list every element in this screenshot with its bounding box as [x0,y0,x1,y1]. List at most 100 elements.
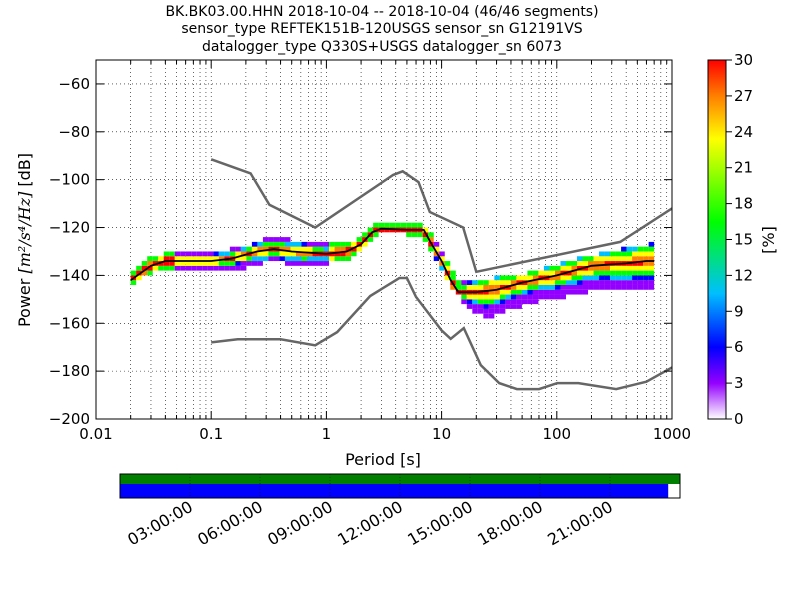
psd-cell [604,265,611,271]
colorbar-ticks: 0 3 6 9 12 15 18 21 24 27 30 [726,51,753,428]
psd-cell [577,289,583,295]
colorbar-tick-label: 18 [734,195,753,213]
psd-cell [593,280,600,285]
colorbar-tick-label: 6 [734,338,744,356]
psd-cell [582,280,589,285]
psd-cell [505,289,511,295]
psd-cell [174,265,181,271]
psd-cell [450,284,456,290]
psd-cell [329,256,335,262]
psd-cell [577,270,583,276]
psd-cell [510,304,517,309]
psd-cell [582,284,589,290]
median-curve [130,227,655,294]
psd-cell [532,275,539,281]
psd-cell [257,251,263,257]
colorbar-tick-label: 3 [734,374,744,392]
psd-cell [626,256,633,262]
psd-cell [334,246,341,252]
psd-cell [279,256,285,262]
psd-cell [163,265,170,271]
psd-cell [323,261,330,266]
psd-cell [301,246,308,252]
psd-cell [632,275,638,281]
psd-cell [610,270,616,276]
psd-cell [632,284,638,290]
psd-cell [643,275,649,281]
psd-cell [174,251,181,257]
psd-cell [494,289,500,295]
psd-cell [180,261,186,266]
y-tick-label: −80 [58,123,90,141]
psd-cell [362,232,368,238]
psd-cell [577,275,583,281]
psd-cell [158,256,164,262]
psd-cell [395,222,401,228]
psd-cell [207,256,214,262]
psd-cell [521,299,528,305]
psd-cell [373,222,379,228]
psd-cell [543,280,550,285]
psd-cell [472,304,478,309]
psd-cell [384,227,390,233]
psd-cell [554,289,561,295]
psd-cell [466,299,473,305]
psd-cell [461,294,467,300]
psd-cell [599,261,605,266]
psd-cell [417,222,423,228]
psd-cell [648,275,655,281]
psd-cell [180,251,186,257]
psd-cell [637,246,644,252]
psd-cell [488,304,495,309]
psd-cell [621,265,627,271]
timeline-label: 06:00:00 [194,497,266,549]
timeline-label: 12:00:00 [334,497,406,549]
psd-cell [499,308,506,314]
x-tick-label: 1 [322,425,332,443]
psd-cell [235,261,241,266]
psd-cell [599,251,605,257]
psd-cell [229,251,236,257]
psd-cell [362,241,368,247]
psd-cell [136,270,142,276]
psd-cell [130,280,137,285]
psd-cell [240,251,247,257]
psd-cell [571,275,578,281]
psd-cell [367,237,374,242]
psd-cell [334,241,341,247]
psd-cell [615,270,622,276]
psd-cell [577,261,583,266]
psd-cell [290,256,296,262]
psd-cell [554,280,561,285]
psd-cell [494,284,500,290]
psd-cell [224,251,230,257]
psd-cell [610,256,616,262]
psd-cell [318,256,324,262]
psd-cell [571,261,578,266]
psd-cell [499,299,506,305]
psd-cell [213,251,219,257]
title-line-1: BK.BK03.00.HHN 2018-10-04 -- 2018-10-04 … [165,4,598,20]
psd-cell [494,304,500,309]
psd-cell [588,284,594,290]
psd-cell [428,246,434,252]
psd-cell [472,299,478,305]
x-tick-label: 10 [432,425,451,443]
psd-cell [185,256,192,262]
psd-cell [273,256,280,262]
psd-cell [549,280,555,285]
psd-cell [229,261,236,266]
psd-cell [499,275,506,281]
psd-cell [571,280,578,285]
psd-cell [268,251,274,257]
psd-cell [345,256,352,262]
x-axis: 0.01 0.1 1 10 100 1000 [79,60,691,443]
psd-cell [251,261,258,266]
psd-cell [202,261,208,266]
psd-cell [373,232,379,238]
psd-cell [527,284,533,290]
psd-cell [626,280,633,285]
psd-cell [130,270,137,276]
psd-cell [604,251,611,257]
psd-cell [565,265,572,271]
